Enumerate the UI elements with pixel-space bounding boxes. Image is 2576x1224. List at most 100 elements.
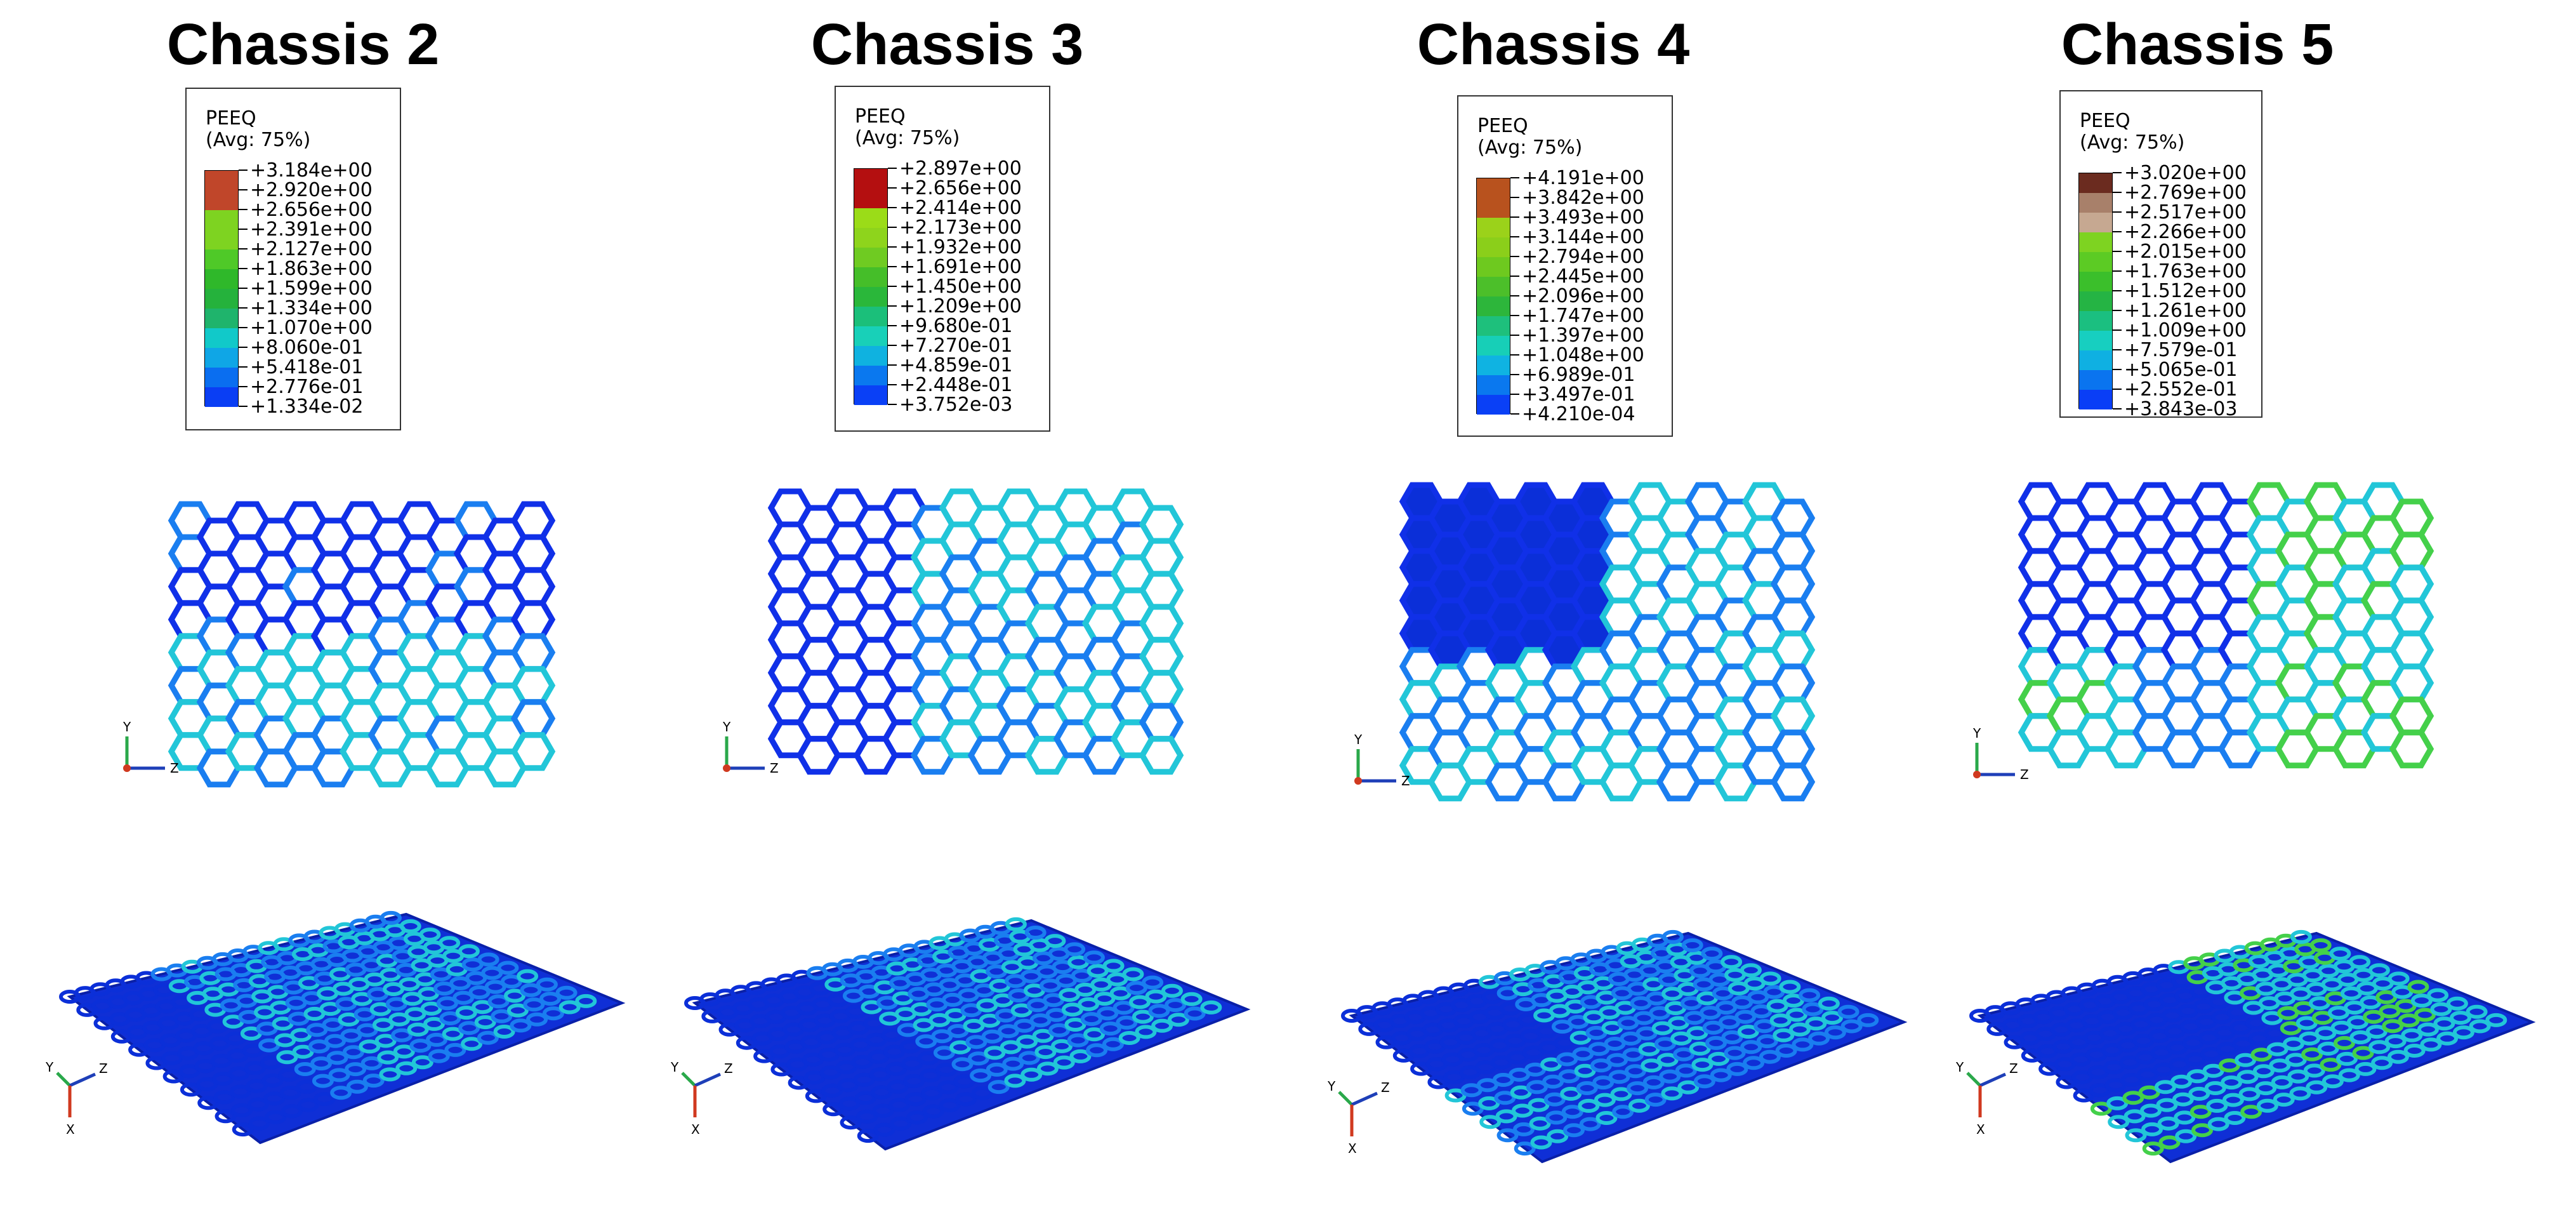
legend-value: +1.512e+00 — [2124, 280, 2247, 302]
legend-tick — [239, 248, 248, 249]
hex-cell — [356, 1023, 378, 1037]
legend-tick — [888, 168, 897, 169]
legend-value: +1.334e+00 — [250, 297, 373, 319]
hex-cell — [2188, 1086, 2210, 1101]
color-swatch — [205, 348, 238, 368]
hex-cell — [822, 1102, 845, 1117]
hex-cell — [1083, 1027, 1106, 1042]
hex-cell — [872, 1103, 894, 1118]
legend-tick — [888, 246, 897, 248]
legend-tick — [1510, 315, 1519, 316]
hex-cell — [2384, 1034, 2407, 1049]
hex-cell — [967, 1051, 989, 1066]
color-swatch — [1477, 178, 1510, 198]
hex-cell — [2466, 1004, 2488, 1019]
hex-cell — [1097, 1006, 1119, 1021]
hex-cell — [855, 1091, 876, 1105]
color-swatch — [854, 326, 887, 346]
hex-cell — [2349, 1030, 2372, 1044]
hex-cell — [420, 1001, 442, 1016]
hex-cell — [2379, 1004, 2401, 1019]
legend-value: +2.656e+00 — [899, 177, 1022, 199]
hex-cell — [374, 1034, 397, 1048]
hex-cell — [2158, 1135, 2181, 1150]
hex-cell — [2287, 1069, 2309, 1084]
legend-value: +7.270e-01 — [899, 335, 1013, 357]
hex-cell — [428, 1049, 450, 1063]
hex-cell — [278, 1067, 300, 1082]
hex-cell — [1770, 729, 1816, 769]
legend-tick — [2113, 310, 2122, 311]
hex-cell — [380, 910, 402, 925]
legend-tick — [239, 209, 248, 210]
hex-cell — [919, 1068, 941, 1082]
hex-cell — [1759, 1049, 1781, 1064]
hex-cell — [555, 985, 578, 1000]
hex-cell — [260, 1055, 282, 1070]
legend-tick — [888, 325, 897, 326]
hex-cell — [906, 1110, 928, 1125]
axis-b — [1351, 1091, 1378, 1107]
legend-value: +4.210e-04 — [1522, 403, 1635, 425]
legend-tick — [1510, 335, 1519, 336]
color-swatch — [854, 346, 887, 366]
hex-cell — [837, 1078, 859, 1093]
color-swatch — [2079, 291, 2112, 311]
hex-cell — [821, 1083, 843, 1098]
axis-triad: YZ — [122, 719, 179, 776]
hex-cell — [1788, 1022, 1811, 1037]
legend-tick — [1510, 413, 1519, 415]
hex-cell — [308, 1039, 330, 1054]
color-swatch — [1477, 237, 1510, 257]
axis-a — [1338, 1091, 1353, 1106]
hex-cell — [1661, 1086, 1683, 1101]
hex-cell — [261, 1073, 284, 1088]
color-swatch — [1477, 296, 1510, 316]
color-swatch — [205, 328, 238, 348]
hex-cell — [1750, 1004, 1773, 1019]
hex-cell — [1756, 1034, 1778, 1049]
hex-cell — [2140, 1103, 2162, 1118]
hex-cell — [1770, 762, 1816, 802]
hex-cell — [933, 1046, 955, 1060]
color-swatch — [2079, 252, 2112, 272]
hex-cell — [1766, 999, 1788, 1013]
hex-cell — [921, 1086, 943, 1100]
hex-cell — [2290, 929, 2312, 944]
hex-cell — [458, 1021, 480, 1035]
hex-cell — [510, 699, 556, 738]
legend-value: +1.747e+00 — [1522, 305, 1644, 327]
hex-cell — [1805, 1016, 1827, 1031]
hex-cell — [248, 1116, 270, 1131]
honeycomb-iso — [1341, 929, 1908, 1164]
hex-cell — [1145, 989, 1167, 1004]
hex-cell — [1558, 1069, 1580, 1084]
hex-cell — [1496, 1128, 1519, 1143]
hex-cell — [379, 1067, 401, 1082]
front-view-mesh: YZ — [122, 501, 556, 788]
hex-cell — [1018, 1051, 1040, 1065]
hex-cell — [452, 990, 475, 1005]
hex-cell — [2252, 1064, 2275, 1079]
legend-value: +5.065e-01 — [2124, 359, 2238, 381]
hex-cell — [1779, 980, 1801, 994]
axis-b — [69, 1072, 96, 1088]
hex-cell — [575, 994, 597, 1008]
legend-value: +1.070e+00 — [250, 317, 373, 339]
hex-cell — [407, 1022, 429, 1037]
legend-value: +3.752e-03 — [899, 394, 1013, 416]
color-swatch — [2079, 213, 2112, 232]
legend-tick — [2113, 172, 2122, 173]
hex-cell — [360, 1056, 383, 1070]
axis-label-a: Y — [1955, 1060, 1964, 1075]
legend-tick — [1510, 394, 1519, 395]
color-bar — [204, 170, 239, 407]
hex-cell — [2389, 663, 2434, 703]
hex-cell — [2469, 1019, 2491, 1034]
hex-cell — [2154, 1080, 2176, 1094]
hex-cell — [2398, 1013, 2420, 1028]
hex-cell — [477, 952, 499, 967]
hex-cell — [1032, 1028, 1054, 1043]
hex-cell — [2238, 1087, 2261, 1101]
hex-cell — [2334, 1035, 2355, 1050]
